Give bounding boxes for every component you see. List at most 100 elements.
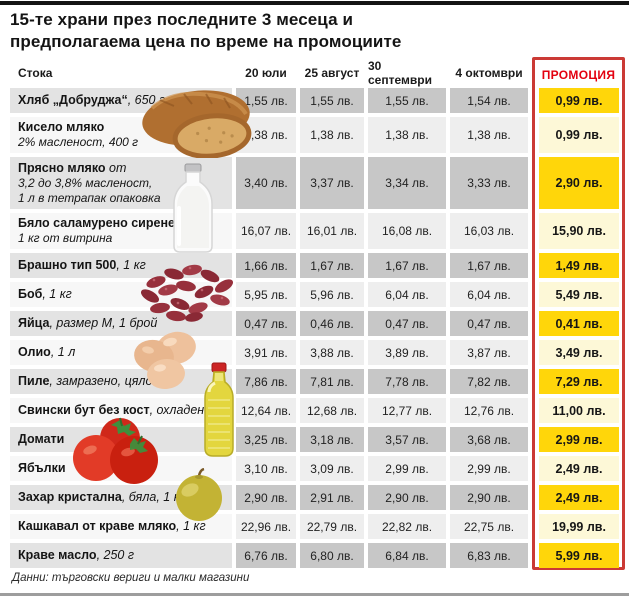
product-spec-line: 2% масленост, 400 г: [18, 135, 139, 149]
table-row: Краве масло, 250 г 6,76 лв. 6,80 лв. 6,84 л…: [0, 543, 629, 568]
promo-price-cell: 3,49 лв.: [539, 340, 619, 365]
promo-price-cell: 2,49 лв.: [539, 456, 619, 481]
price-cell: 1,66 лв.: [236, 253, 296, 278]
price-cell: 1,67 лв.: [368, 253, 446, 278]
product-cell: Боб, 1 кг: [10, 282, 232, 307]
product-name: Брашно тип 500, 1 кг: [18, 258, 146, 272]
price-cell: 3,18 лв.: [300, 427, 364, 452]
table-row: Олио, 1 л 3,91 лв. 3,88 лв. 3,89 лв. 3,87 лв…: [0, 340, 629, 365]
price-cell: 2,90 лв.: [450, 485, 528, 510]
product-name: Бяло саламурено сирене,: [18, 216, 179, 230]
table-row: Яйца, размер М, 1 брой 0,47 лв. 0,46 лв. 0,…: [0, 311, 629, 336]
price-cell: 3,88 лв.: [300, 340, 364, 365]
price-cell: 3,89 лв.: [368, 340, 446, 365]
price-cell: 0,46 лв.: [300, 311, 364, 336]
table-row: Брашно тип 500, 1 кг 1,66 лв. 1,67 лв. 1,67…: [0, 253, 629, 278]
table-row: Ябълки 3,10 лв. 3,09 лв. 2,99 лв. 2,99 лв. 2,…: [0, 456, 629, 481]
price-cell: 2,99 лв.: [368, 456, 446, 481]
product-cell: Краве масло, 250 г: [10, 543, 232, 568]
column-header-promo: ПРОМОЦИЯ: [541, 68, 616, 82]
price-table: Стока 20 юли 25 август 30 септември 4 ок…: [0, 59, 629, 572]
price-cell: 2,90 лв.: [368, 485, 446, 510]
product-cell: Яйца, размер М, 1 брой: [10, 311, 232, 336]
price-cell: 22,79 лв.: [300, 514, 364, 539]
price-cell: 2,90 лв.: [236, 485, 296, 510]
price-cell: 1,38 лв.: [300, 117, 364, 153]
product-spec: от: [105, 160, 127, 175]
product-spec-line: 1 л в тетрапак опаковка: [18, 190, 161, 205]
price-cell: 6,84 лв.: [368, 543, 446, 568]
price-cell: 1,55 лв.: [368, 88, 446, 113]
product-spec: , охладен: [149, 403, 205, 417]
product-spec: ,: [174, 216, 179, 230]
price-cell: 16,08 лв.: [368, 213, 446, 249]
promo-price-cell: 11,00 лв.: [539, 398, 619, 423]
table-row: Кисело мляко 2% масленост, 400 г 1,38 лв. 1…: [0, 117, 629, 153]
price-cell: 1,67 лв.: [300, 253, 364, 278]
product-spec: , размер М, 1 брой: [49, 316, 158, 330]
promo-price-cell: 0,99 лв.: [539, 117, 619, 153]
table-row: Пиле, замразено, цяло 7,86 лв. 7,81 лв. 7,7…: [0, 369, 629, 394]
product-cell: Олио, 1 л: [10, 340, 232, 365]
product-cell: Кисело мляко 2% масленост, 400 г: [10, 117, 232, 153]
price-cell: 22,82 лв.: [368, 514, 446, 539]
column-header-date-3: 30 септември: [368, 59, 432, 87]
column-header-product: Стока: [18, 66, 53, 80]
column-header-date-2: 25 август: [304, 66, 360, 80]
promo-price-cell: 0,99 лв.: [539, 88, 619, 113]
table-row: Домати 3,25 лв. 3,18 лв. 3,57 лв. 3,68 лв. 2,…: [0, 427, 629, 452]
price-cell: 12,68 лв.: [300, 398, 364, 423]
price-cell: 3,25 лв.: [236, 427, 296, 452]
promo-price-cell: 2,49 лв.: [539, 485, 619, 510]
price-cell: 3,37 лв.: [300, 157, 364, 209]
price-cell: 0,47 лв.: [368, 311, 446, 336]
price-cell: 16,07 лв.: [236, 213, 296, 249]
table-row: Свински бут без кост, охладен 12,64 лв. 12…: [0, 398, 629, 423]
table-header-row: Стока 20 юли 25 август 30 септември 4 ок…: [0, 59, 629, 87]
product-name: Хляб „Добруджа“, 650 г: [18, 93, 166, 107]
table-row: Хляб „Добруджа“, 650 г 1,55 лв. 1,55 лв. 1,…: [0, 88, 629, 113]
price-cell: 3,34 лв.: [368, 157, 446, 209]
product-name: Олио, 1 л: [18, 345, 76, 359]
product-spec: , бяла, 1 кг: [121, 490, 186, 504]
price-cell: 3,33 лв.: [450, 157, 528, 209]
price-cell: 5,95 лв.: [236, 282, 296, 307]
column-header-date-4: 4 октомври: [455, 66, 523, 80]
title-line-1: 15-те храни през последните 3 месеца и: [10, 10, 353, 29]
price-cell: 3,91 лв.: [236, 340, 296, 365]
product-name: Кашкавал от краве мляко, 1 кг: [18, 519, 206, 533]
product-name: Боб, 1 кг: [18, 287, 72, 301]
product-name: Домати: [18, 432, 65, 446]
promo-price-cell: 7,29 лв.: [539, 369, 619, 394]
price-cell: 0,47 лв.: [450, 311, 528, 336]
product-spec: , 1 кг: [116, 258, 146, 272]
column-header-date-1: 20 юли: [245, 66, 287, 80]
promo-price-cell: 5,99 лв.: [539, 543, 619, 568]
price-cell: 3,87 лв.: [450, 340, 528, 365]
product-spec-line: 1 кг от витрина: [18, 231, 113, 245]
product-spec: , 1 кг: [176, 519, 206, 533]
product-name: Яйца, размер М, 1 брой: [18, 316, 158, 330]
price-cell: 6,04 лв.: [450, 282, 528, 307]
top-rule: [0, 1, 629, 5]
table-row: Бяло саламурено сирене, 1 кг от витрина 16…: [0, 213, 629, 249]
table-row: Захар кристална, бяла, 1 кг 2,90 лв. 2,91 …: [0, 485, 629, 510]
price-cell: 6,83 лв.: [450, 543, 528, 568]
price-cell: 7,78 лв.: [368, 369, 446, 394]
promo-price-cell: 15,90 лв.: [539, 213, 619, 249]
price-cell: 22,96 лв.: [236, 514, 296, 539]
price-cell: 7,86 лв.: [236, 369, 296, 394]
price-cell: 3,10 лв.: [236, 456, 296, 481]
product-spec: , 650 г: [127, 93, 166, 107]
product-name: Прясно мляко от: [18, 160, 127, 175]
product-cell: Домати: [10, 427, 232, 452]
price-cell: 2,99 лв.: [450, 456, 528, 481]
price-cell: 6,80 лв.: [300, 543, 364, 568]
price-cell: 22,75 лв.: [450, 514, 528, 539]
price-cell: 1,67 лв.: [450, 253, 528, 278]
price-cell: 7,82 лв.: [450, 369, 528, 394]
page-title: 15-те храни през последните 3 месеца и пр…: [10, 9, 401, 53]
product-name: Ябълки: [18, 461, 66, 475]
table-row: Прясно мляко от 3,2 до 3,8% масленост, 1 л…: [0, 157, 629, 209]
product-cell: Захар кристална, бяла, 1 кг: [10, 485, 232, 510]
